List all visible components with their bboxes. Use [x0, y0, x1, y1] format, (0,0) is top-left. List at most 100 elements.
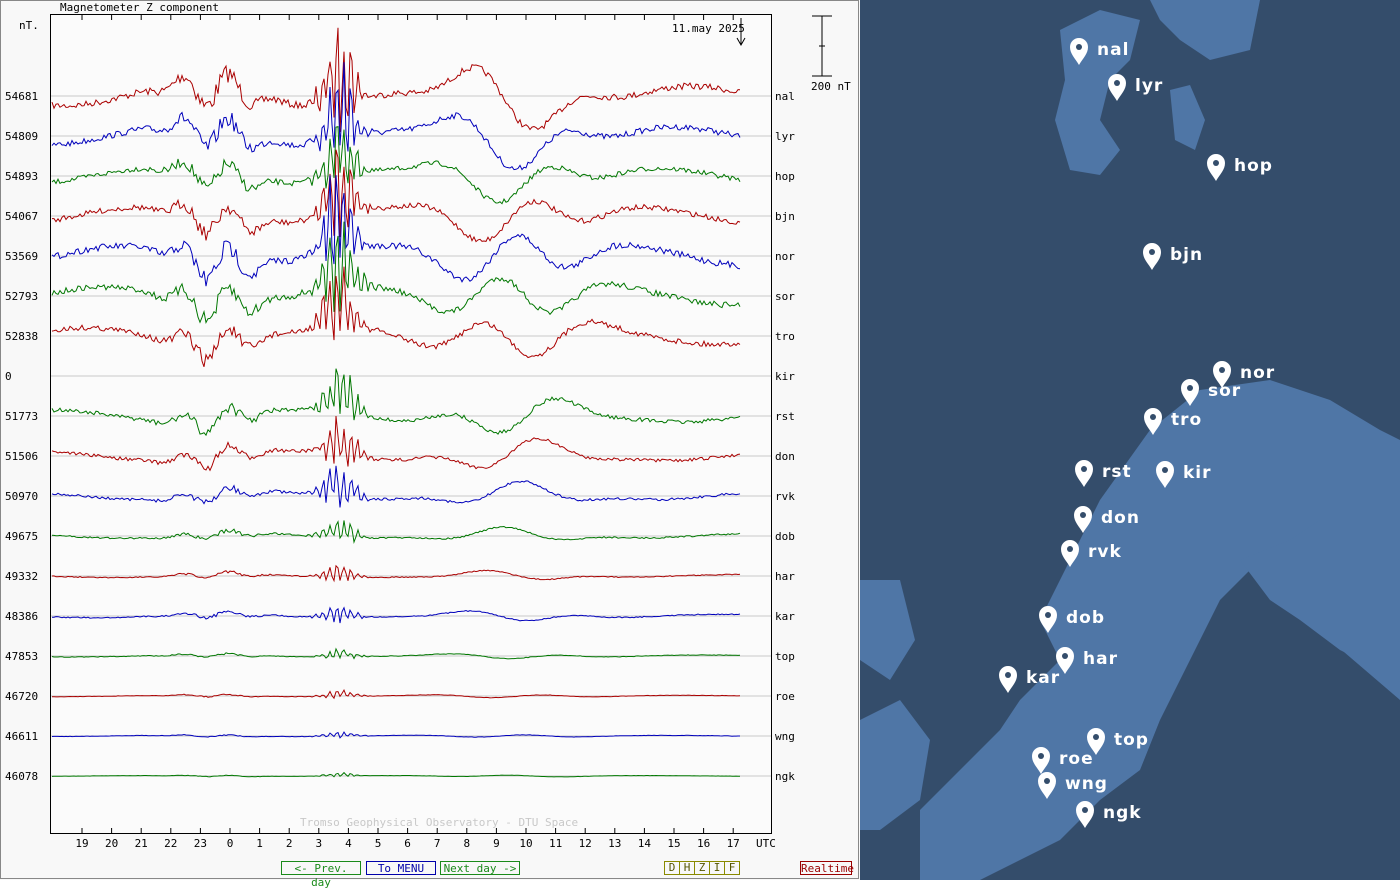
- station-map-label: ngk: [1103, 803, 1142, 823]
- station-label: rvk: [775, 490, 795, 503]
- station-marker-rst[interactable]: rst: [1075, 460, 1132, 487]
- station-marker-har[interactable]: har: [1056, 647, 1118, 674]
- magnetometer-chart: Magnetometer Z component nT. 11.may 2025…: [0, 0, 860, 880]
- station-map-label: wng: [1065, 774, 1108, 794]
- pin-hole: [1005, 672, 1011, 678]
- baseline-value: 48386: [5, 610, 38, 623]
- x-tick-label: 12: [579, 837, 592, 850]
- component-selector: D H Z I F: [664, 861, 740, 875]
- station-marker-kir[interactable]: kir: [1156, 461, 1212, 488]
- series-line-sor: [51, 221, 741, 325]
- station-map-label: rvk: [1088, 542, 1122, 562]
- series-line-nal: [51, 27, 741, 133]
- x-tick-label: 2: [286, 837, 293, 850]
- x-tick-label: 4: [345, 837, 352, 850]
- y-unit-label: nT.: [19, 19, 39, 32]
- station-label: kar: [775, 610, 795, 623]
- x-tick-label: 14: [638, 837, 652, 850]
- station-marker-tro[interactable]: tro: [1144, 408, 1202, 435]
- station-marker-bjn[interactable]: bjn: [1143, 243, 1203, 270]
- map-pin-icon: [1181, 379, 1199, 406]
- station-map-label: har: [1083, 649, 1118, 669]
- station-map-label: kar: [1026, 668, 1060, 688]
- map-pin-icon: [1056, 647, 1074, 674]
- station-marker-top[interactable]: top: [1087, 728, 1149, 755]
- series-line-rvk: [51, 465, 741, 508]
- next-day-button[interactable]: Next day ->: [440, 861, 520, 875]
- station-marker-sor[interactable]: sor: [1181, 379, 1241, 406]
- scale-label: 200 nT: [811, 80, 851, 93]
- prev-day-button[interactable]: <- Prev. day: [281, 861, 361, 889]
- station-label: tro: [775, 330, 795, 343]
- x-tick-label: 5: [375, 837, 382, 850]
- chart-title: Magnetometer Z component: [60, 1, 219, 14]
- station-label: nal: [775, 90, 795, 103]
- series-line-lyr: [51, 62, 741, 171]
- component-f-button[interactable]: F: [728, 861, 736, 874]
- baseline-value: 52793: [5, 290, 38, 303]
- station-marker-lyr[interactable]: lyr: [1108, 74, 1163, 101]
- pin-hole: [1045, 612, 1051, 618]
- x-tick-label: 16: [697, 837, 710, 850]
- baseline-value: 54893: [5, 170, 38, 183]
- baseline-value: 50970: [5, 490, 38, 503]
- station-marker-kar[interactable]: kar: [999, 666, 1060, 693]
- map-pin-icon: [1143, 243, 1161, 270]
- station-map-label: dob: [1066, 608, 1105, 628]
- component-h-button[interactable]: H: [680, 862, 695, 874]
- station-map-label: top: [1114, 730, 1149, 750]
- pin-hole: [1150, 414, 1156, 420]
- pin-hole: [1162, 467, 1168, 473]
- station-marker-nor[interactable]: nor: [1213, 361, 1275, 388]
- map-pin-icon: [1207, 154, 1225, 181]
- x-tick-label: 3: [315, 837, 322, 850]
- pin-hole: [1076, 44, 1082, 50]
- baseline-value: 52838: [5, 330, 38, 343]
- station-marker-rvk[interactable]: rvk: [1061, 540, 1122, 567]
- x-tick-label: 11: [549, 837, 562, 850]
- x-tick-label: 23: [194, 837, 207, 850]
- station-marker-roe[interactable]: roe: [1032, 747, 1094, 774]
- station-label: nor: [775, 250, 795, 263]
- station-label: dob: [775, 530, 795, 543]
- station-map-label: rst: [1102, 462, 1132, 482]
- baseline-value: 54067: [5, 210, 38, 223]
- pin-hole: [1062, 653, 1068, 659]
- map-pin-icon: [1144, 408, 1162, 435]
- map-pin-icon: [1074, 506, 1092, 533]
- map-pin-icon: [1038, 772, 1056, 799]
- station-marker-dob[interactable]: dob: [1039, 606, 1105, 633]
- station-label: sor: [775, 290, 795, 303]
- menu-button[interactable]: To MENU: [366, 861, 436, 875]
- x-tick-label: 1: [256, 837, 263, 850]
- map-pin-icon: [1039, 606, 1057, 633]
- station-marker-nal[interactable]: nal: [1070, 38, 1129, 65]
- component-z-button[interactable]: Z: [695, 862, 710, 874]
- watermark: Tromso Geophysical Observatory - DTU Spa…: [300, 816, 578, 829]
- x-tick-label: 13: [608, 837, 621, 850]
- x-tick-label: 10: [519, 837, 532, 850]
- pin-hole: [1080, 512, 1086, 518]
- series-line-don: [51, 415, 741, 472]
- station-marker-ngk[interactable]: ngk: [1076, 801, 1142, 828]
- series-line-kar: [51, 606, 741, 624]
- component-d-button[interactable]: D: [665, 862, 680, 874]
- station-map-label: lyr: [1135, 76, 1163, 96]
- station-label: lyr: [775, 130, 795, 143]
- map-pin-icon: [1075, 460, 1093, 487]
- component-i-button[interactable]: I: [710, 862, 725, 874]
- realtime-button[interactable]: Realtime: [800, 861, 854, 875]
- pin-hole: [1082, 807, 1088, 813]
- station-marker-wng[interactable]: wng: [1038, 772, 1108, 799]
- station-map-label: bjn: [1170, 245, 1203, 265]
- station-label: wng: [775, 730, 795, 743]
- pin-hole: [1213, 160, 1219, 166]
- map-pin-icon: [1087, 728, 1105, 755]
- station-label: ngk: [775, 770, 795, 783]
- station-marker-don[interactable]: don: [1074, 506, 1140, 533]
- baseline-value: 49675: [5, 530, 38, 543]
- map-pin-icon: [1156, 461, 1174, 488]
- station-marker-hop[interactable]: hop: [1207, 154, 1273, 181]
- pin-hole: [1044, 778, 1050, 784]
